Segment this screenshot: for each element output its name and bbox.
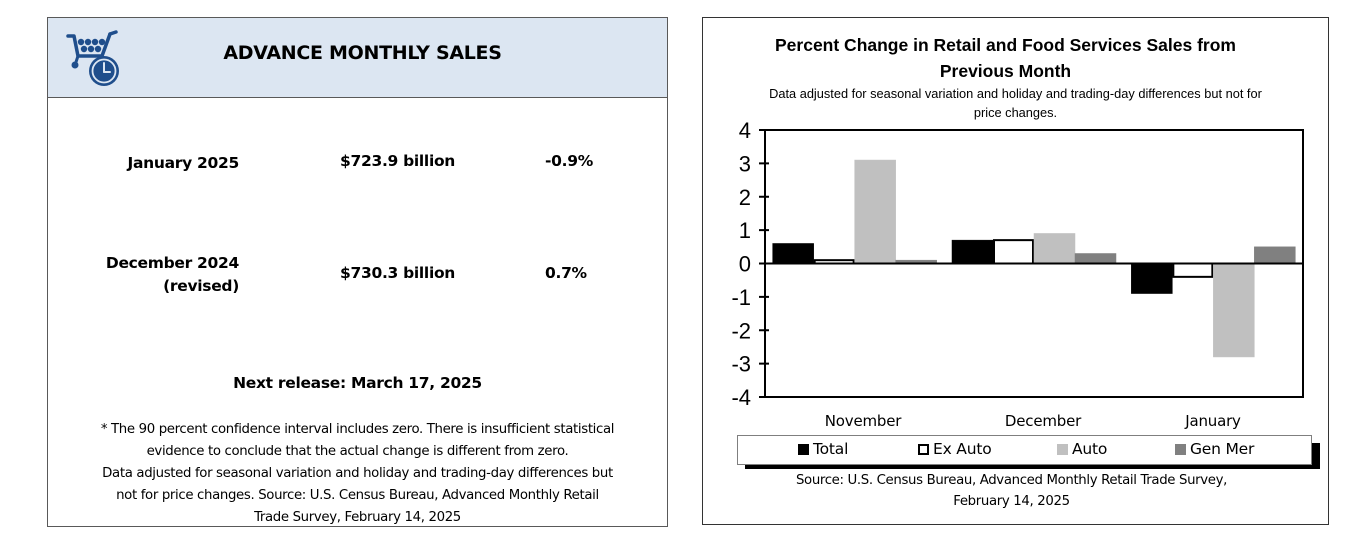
next-release-date: Next release: March 17, 2025 — [233, 374, 482, 392]
bar-gen-mer-december — [1074, 253, 1117, 264]
legend-label: Ex Auto — [933, 440, 992, 458]
panel-title: ADVANCE MONTHLY SALES — [223, 42, 502, 64]
x-tick-label: December — [1004, 412, 1082, 430]
row-sales-value: $723.9 billion — [340, 152, 456, 170]
row-percent-change: -0.9% — [545, 152, 593, 170]
bar-auto-january — [1213, 263, 1255, 358]
row-percent-change: 0.7% — [545, 264, 587, 282]
legend-swatch-gen-mer — [1175, 443, 1186, 455]
shopping-cart-clock-icon — [66, 30, 119, 86]
y-tick-label: 1 — [739, 218, 751, 243]
chart-source-line: Source: U.S. Census Bureau, Advanced Mon… — [795, 473, 1228, 488]
chart-source: Source: U.S. Census Bureau, Advanced Mon… — [703, 470, 1328, 512]
chart-title-line: Previous Month — [939, 61, 1072, 81]
legend-label: Total — [813, 440, 849, 458]
row-period-label: December 2024 (revised) — [106, 252, 239, 298]
x-tick-label: November — [824, 412, 902, 430]
bar-auto-december — [1033, 233, 1076, 264]
footnote-line: evidence to conclude that the actual cha… — [146, 444, 569, 459]
legend-swatch-total — [798, 443, 809, 455]
legend-swatch-ex-auto — [918, 443, 929, 455]
bar-auto-november — [854, 159, 896, 264]
y-tick-label: 2 — [739, 185, 751, 210]
chart-legend: Total Ex Auto Auto Gen Mer — [737, 435, 1312, 465]
legend-label: Auto — [1072, 440, 1108, 458]
bar-ex-auto-january — [1172, 262, 1214, 278]
bar-gen-mer-january — [1254, 246, 1296, 264]
row-period-label: January 2025 — [127, 154, 240, 172]
row-period-text: December 2024 — [105, 254, 239, 272]
bar-total-january — [1131, 263, 1173, 294]
bar-total-november — [772, 243, 814, 264]
footnote-line: Data adjusted for seasonal variation and… — [102, 466, 613, 481]
bar-ex-auto-december — [993, 239, 1034, 265]
panel-header: ADVANCE MONTHLY SALES — [48, 18, 667, 98]
legend-item-auto: Auto — [1057, 440, 1107, 458]
footnote-line: Trade Survey, February 14, 2025 — [254, 510, 461, 525]
legend-item-gen-mer: Gen Mer — [1175, 440, 1254, 458]
y-tick-label: -3 — [731, 352, 751, 377]
chart-subtitle-line: price changes. — [973, 105, 1058, 120]
y-tick-label: -1 — [731, 285, 751, 310]
legend-swatch-auto — [1057, 443, 1068, 455]
row-sales-value: $730.3 billion — [340, 264, 456, 282]
advance-monthly-sales-panel: ADVANCE MONTHLY SALES January 2025 $723.… — [47, 17, 668, 527]
y-tick-label: -2 — [731, 318, 751, 343]
chart-source-line: February 14, 2025 — [953, 494, 1070, 509]
row-period-sub: (revised) — [163, 277, 239, 295]
footnote: * The 90 percent confidence interval inc… — [58, 419, 657, 529]
y-tick-label: 4 — [739, 118, 751, 143]
bar-chart: 4 3 2 1 0 -1 -2 -3 -4 — [731, 118, 1304, 410]
legend-label: Gen Mer — [1190, 440, 1255, 458]
bar-total-december — [951, 239, 994, 264]
legend-item-total: Total — [798, 440, 848, 458]
legend-item-ex-auto: Ex Auto — [918, 440, 992, 458]
y-tick-label: -4 — [731, 385, 751, 410]
chart-subtitle: Data adjusted for seasonal variation and… — [703, 84, 1328, 122]
percent-change-chart-panel: Percent Change in Retail and Food Servic… — [702, 17, 1329, 525]
chart-subtitle-line: Data adjusted for seasonal variation and… — [769, 86, 1262, 101]
y-tick-label: 0 — [739, 252, 751, 277]
footnote-line: not for price changes. Source: U.S. Cens… — [116, 488, 599, 503]
y-tick-label: 3 — [739, 151, 751, 176]
x-tick-label: January — [1185, 412, 1241, 430]
chart-title: Percent Change in Retail and Food Servic… — [703, 32, 1328, 84]
chart-title-line: Percent Change in Retail and Food Servic… — [775, 35, 1236, 55]
footnote-line: * The 90 percent confidence interval inc… — [100, 422, 615, 437]
